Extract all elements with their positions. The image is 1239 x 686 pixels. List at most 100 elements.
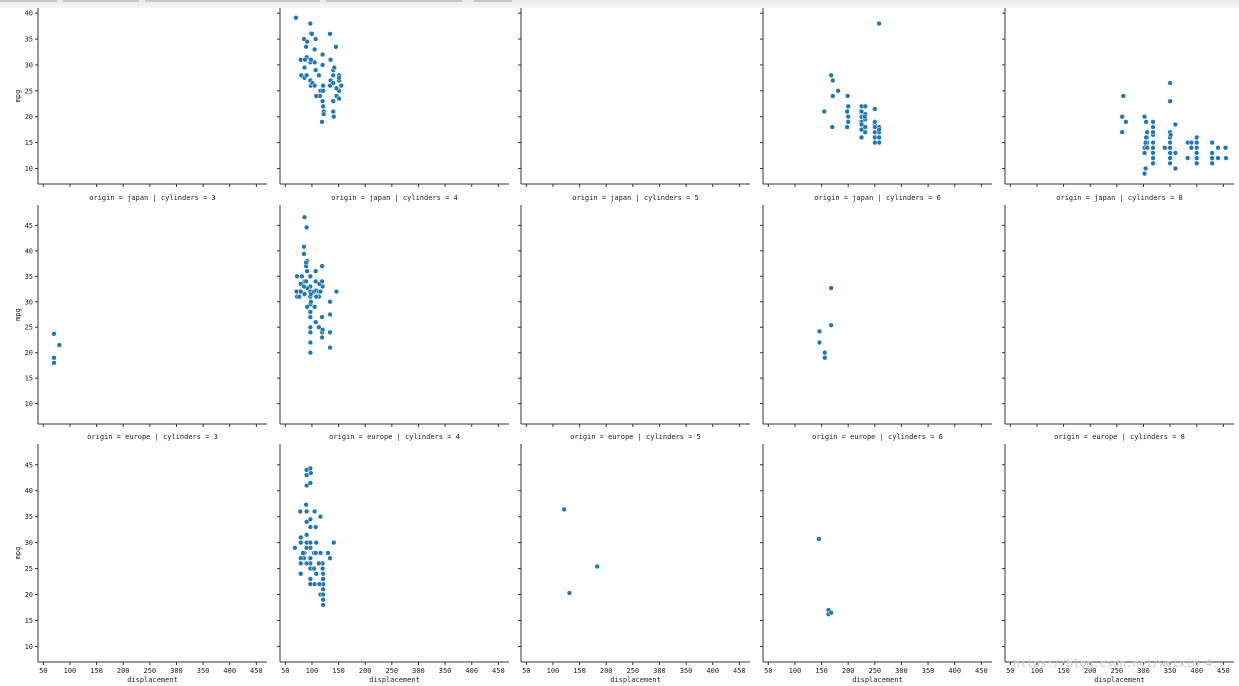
browser-tab[interactable]	[326, 0, 462, 2]
x-axis-label: displacement	[369, 676, 420, 684]
data-point	[307, 576, 314, 582]
data-point	[566, 590, 573, 596]
browser-tab[interactable]	[0, 0, 57, 2]
data-point	[298, 534, 304, 541]
y-tick-label: 30	[25, 61, 33, 69]
data-point	[1167, 98, 1173, 104]
panel-title: origin = europe | cylinders = 8	[1054, 433, 1185, 441]
data-point	[844, 124, 850, 130]
y-tick-label: 40	[25, 10, 33, 18]
data-point	[1215, 145, 1221, 151]
data-point	[821, 108, 827, 115]
data-point	[307, 465, 314, 472]
data-point	[331, 539, 337, 546]
x-axis-label: displacement	[1094, 676, 1145, 684]
data-point	[1120, 93, 1126, 99]
y-axis-label: mpg	[14, 547, 22, 560]
data-point	[313, 268, 319, 274]
panel-title: origin = europe | cylinders = 3	[87, 433, 218, 441]
y-tick-label: 20	[25, 591, 33, 599]
data-point	[303, 259, 309, 266]
x-tick-label: 450	[250, 667, 263, 675]
data-point	[876, 20, 882, 27]
data-point	[303, 472, 310, 478]
data-point	[303, 545, 310, 551]
x-tick-label: 50	[764, 667, 772, 675]
data-point	[304, 268, 310, 274]
data-point	[1150, 129, 1156, 135]
data-point	[828, 322, 834, 328]
data-point	[56, 342, 62, 348]
x-tick-label: 150	[332, 667, 345, 675]
panel-title: origin = japan | cylinders = 4	[331, 194, 457, 202]
data-point	[320, 586, 326, 592]
data-point	[862, 114, 868, 120]
x-tick-label: 350	[922, 667, 935, 675]
x-tick-label: 50	[281, 667, 289, 675]
data-point	[311, 581, 318, 587]
data-point	[317, 288, 324, 295]
x-tick-label: 50	[1006, 667, 1014, 675]
data-point	[301, 291, 308, 297]
panel-title: origin = europe | cylinders = 4	[329, 433, 460, 441]
data-point	[301, 251, 307, 257]
data-point	[51, 331, 57, 337]
data-point	[327, 344, 333, 351]
data-point	[311, 46, 318, 53]
y-tick-label: 15	[25, 375, 33, 383]
data-point	[313, 67, 319, 73]
data-point	[309, 31, 315, 37]
y-tick-label: 25	[25, 87, 33, 95]
x-tick-label: 200	[842, 667, 855, 675]
browser-tab[interactable]	[145, 0, 320, 2]
x-tick-label: 200	[600, 667, 613, 675]
x-tick-label: 400	[948, 667, 961, 675]
data-point	[1162, 145, 1168, 151]
data-point	[303, 482, 310, 489]
data-point	[303, 502, 309, 508]
data-point	[1119, 129, 1125, 135]
x-tick-label: 400	[706, 667, 719, 675]
y-tick-label: 35	[25, 36, 33, 44]
data-point	[307, 324, 314, 330]
x-tick-label: 300	[170, 667, 183, 675]
data-point	[304, 38, 310, 45]
data-point	[303, 560, 310, 567]
y-tick-label: 25	[25, 324, 33, 332]
data-point	[319, 327, 326, 333]
data-point	[594, 563, 600, 570]
data-point	[828, 72, 834, 78]
y-tick-label: 10	[25, 400, 33, 408]
data-point	[844, 108, 850, 115]
data-point	[325, 550, 331, 556]
x-tick-label: 450	[733, 667, 746, 675]
data-point	[311, 82, 318, 89]
data-point	[320, 597, 326, 603]
data-point	[308, 299, 314, 305]
x-tick-label: 200	[117, 667, 130, 675]
y-tick-label: 40	[25, 247, 33, 255]
data-point	[313, 571, 319, 577]
y-tick-label: 20	[25, 113, 33, 121]
data-point	[830, 93, 836, 99]
data-point	[307, 539, 314, 546]
x-tick-label: 150	[1057, 667, 1070, 675]
y-tick-label: 40	[25, 487, 33, 495]
data-point	[307, 339, 314, 346]
data-point	[828, 610, 834, 616]
data-point	[299, 273, 305, 279]
data-point	[301, 214, 308, 220]
data-point	[845, 103, 851, 110]
data-point	[876, 134, 882, 141]
x-tick-label: 50	[522, 667, 530, 675]
data-point	[1222, 145, 1229, 151]
data-point	[858, 134, 865, 141]
data-point	[835, 88, 841, 94]
data-point	[307, 524, 314, 530]
data-point	[313, 524, 319, 530]
browser-tab[interactable]	[63, 0, 139, 2]
y-tick-label: 15	[25, 617, 33, 625]
data-point	[333, 44, 339, 50]
data-point	[872, 124, 878, 130]
browser-tab[interactable]	[474, 0, 512, 2]
